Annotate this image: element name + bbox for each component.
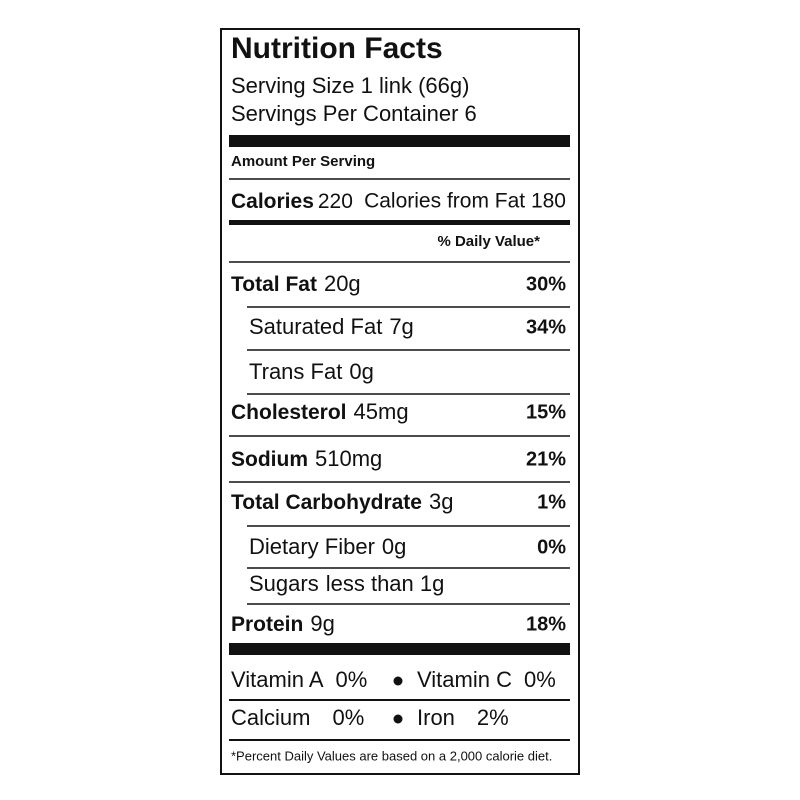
- nutrient-row: Dietary Fiber 0g: [249, 534, 406, 559]
- medium-rule: [229, 220, 570, 225]
- daily-value: 21%: [526, 448, 566, 470]
- nutrient-amount: 20g: [324, 271, 361, 296]
- bullet: [393, 714, 403, 724]
- nutrient-amount: 0g: [382, 534, 406, 559]
- daily-value: 30%: [526, 273, 566, 295]
- nutrient-amount: 7g: [389, 314, 413, 339]
- nutrient-amount: 9g: [310, 611, 334, 636]
- nutrient-name: Dietary Fiber: [249, 534, 375, 559]
- servings-per-container: Servings Per Container 6: [231, 101, 477, 126]
- vitamin-item: Vitamin C 0%: [417, 667, 556, 692]
- vitamin-value: 0%: [332, 705, 364, 730]
- calories: Calories 220: [231, 190, 353, 213]
- calories-label: Calories: [231, 190, 314, 213]
- thick-rule: [229, 135, 570, 147]
- bullet: [393, 676, 403, 686]
- thick-rule: [229, 643, 570, 655]
- nutrient-amount: 45mg: [354, 399, 409, 424]
- vitamin-value: 0%: [524, 667, 556, 692]
- vitamin-name: Vitamin C: [417, 667, 512, 692]
- nutrient-rows: Total Fat 20g 30% Saturated Fat 7g 34% Trans F…: [229, 271, 570, 636]
- title: Nutrition Facts: [231, 32, 443, 65]
- nutrient-amount: 0g: [349, 359, 373, 384]
- nutrient-name: Protein: [231, 613, 303, 636]
- nutrient-name: Total Carbohydrate: [231, 491, 422, 514]
- daily-value: 1%: [537, 491, 566, 513]
- nutrient-row: Trans Fat 0g: [249, 359, 374, 384]
- calories-value: 220: [318, 190, 353, 213]
- nutrient-row: Sugars less than 1g: [249, 571, 444, 596]
- nutrient-name: Sugars: [249, 571, 319, 596]
- footnote: *Percent Daily Values are based on a 2,0…: [231, 748, 552, 763]
- nutrient-name: Trans Fat: [249, 359, 342, 384]
- amount-per-serving: Amount Per Serving: [231, 153, 375, 170]
- nutrient-row: Total Carbohydrate 3g: [231, 489, 453, 514]
- nutrient-row: Protein 9g: [231, 611, 335, 636]
- vitamin-item: Vitamin A 0%: [231, 667, 367, 692]
- nutrient-row: Total Fat 20g: [231, 271, 361, 296]
- vitamin-name: Iron: [417, 705, 455, 730]
- vitamin-rows: Vitamin A 0% Vitamin C 0% Calcium 0% Iron 2%: [231, 667, 556, 730]
- nutrient-name: Sodium: [231, 448, 308, 471]
- calories-from-fat: Calories from Fat 180: [364, 190, 566, 213]
- daily-value: 18%: [526, 613, 566, 635]
- nutrient-name: Total Fat: [231, 273, 317, 296]
- nutrient-name: Cholesterol: [231, 401, 347, 424]
- daily-value: 0%: [537, 536, 566, 558]
- nutrient-row: Cholesterol 45mg: [231, 399, 409, 424]
- nutrient-amount: less than 1g: [326, 571, 445, 596]
- daily-value: 15%: [526, 401, 566, 423]
- nutrient-amount: 510mg: [315, 446, 382, 471]
- vitamin-value: 0%: [336, 667, 368, 692]
- nutrient-row: Saturated Fat 7g: [249, 314, 414, 339]
- nutrient-row: Sodium 510mg: [231, 446, 382, 471]
- nutrient-amount: 3g: [429, 489, 453, 514]
- daily-value-header: % Daily Value*: [437, 233, 540, 250]
- vitamin-item: Calcium 0%: [231, 705, 364, 730]
- vitamin-name: Vitamin A: [231, 667, 324, 692]
- vitamin-value: 2%: [477, 705, 509, 730]
- serving-size: Serving Size 1 link (66g): [231, 73, 469, 98]
- vitamin-name: Calcium: [231, 705, 310, 730]
- daily-value: 34%: [526, 316, 566, 338]
- vitamin-item: Iron 2%: [417, 705, 509, 730]
- nutrient-name: Saturated Fat: [249, 314, 382, 339]
